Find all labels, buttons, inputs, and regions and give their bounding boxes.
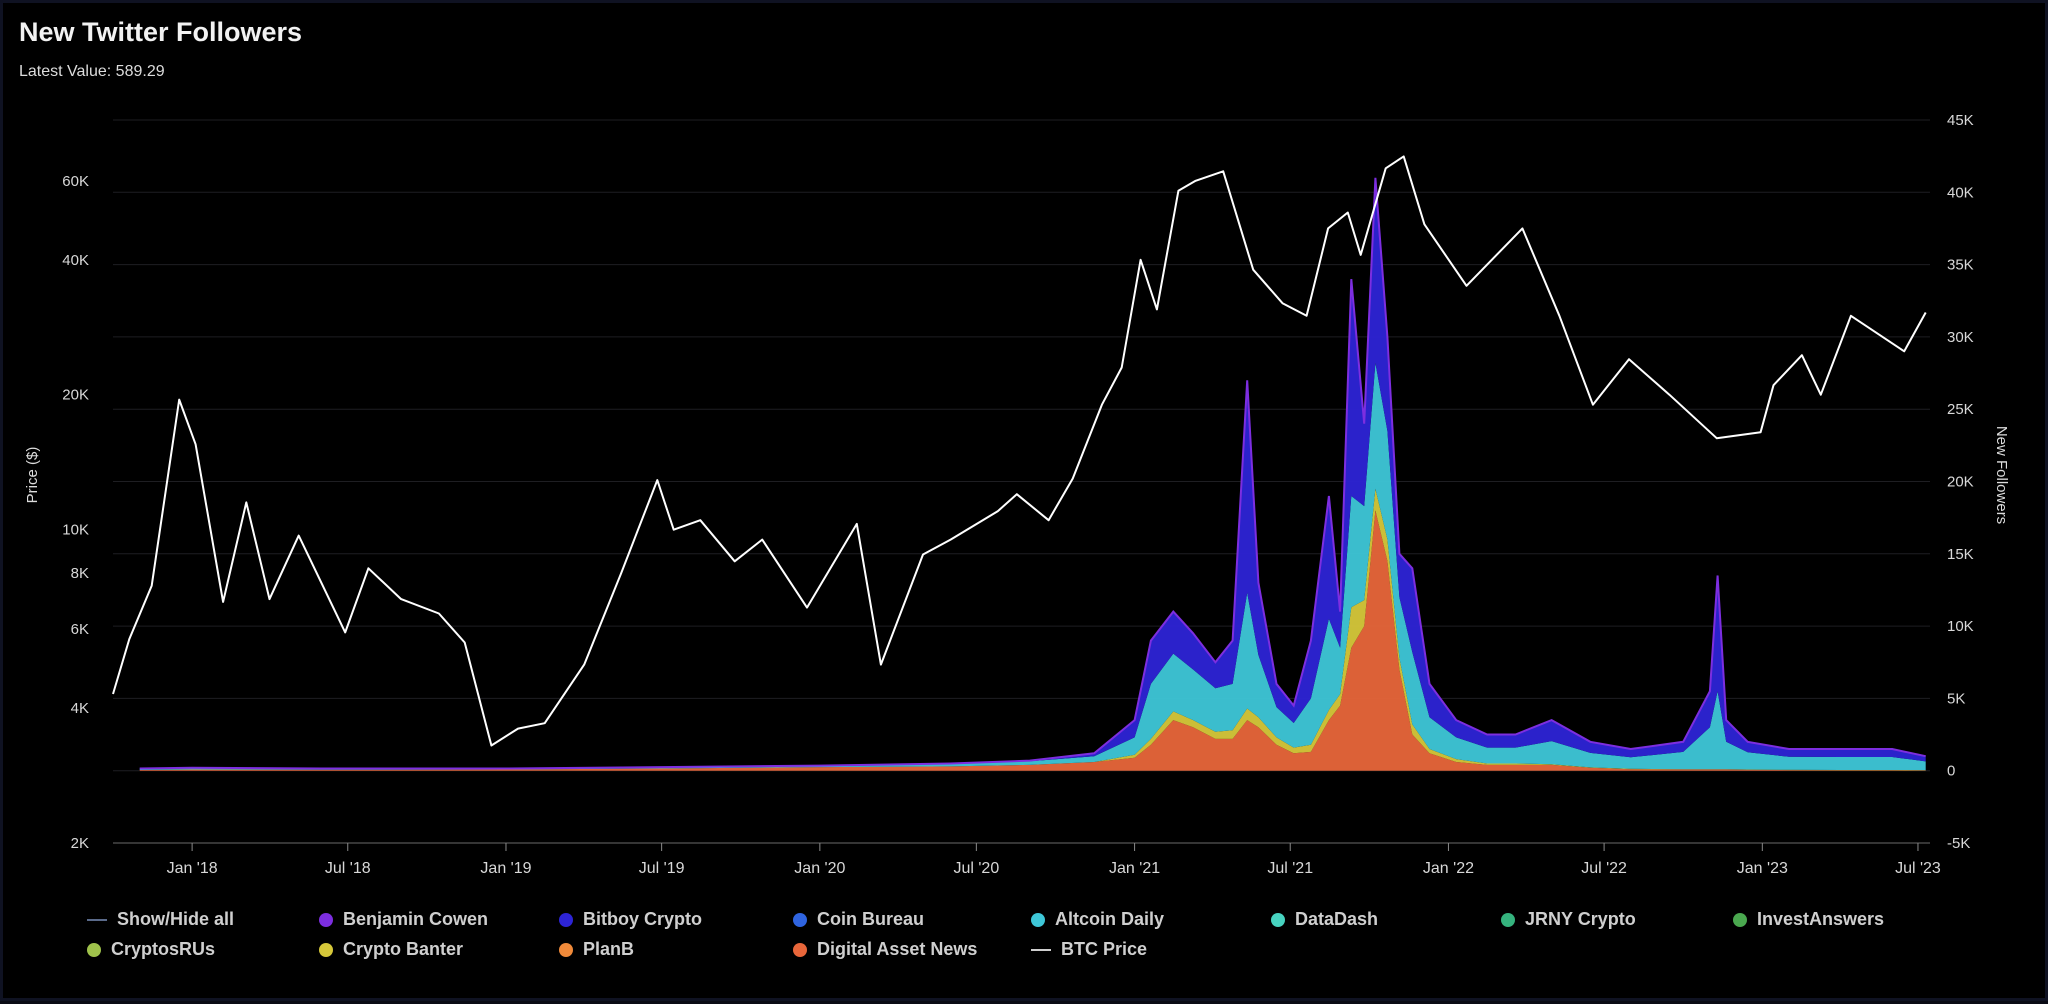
right-tick-label: 15K <box>1947 546 1974 563</box>
legend-item-investanswers[interactable]: InvestAnswers <box>1733 909 1884 930</box>
legend-label: Altcoin Daily <box>1055 909 1165 929</box>
legend-dot-icon <box>1733 912 1747 927</box>
right-tick-label: 45K <box>1947 112 1974 129</box>
y-axis-left-label: Price ($) <box>24 447 41 504</box>
latest-value-label: Latest Value: <box>19 63 112 80</box>
area-digital-asset-news <box>139 510 1926 771</box>
x-tick-label: Jan '23 <box>1737 860 1788 877</box>
right-tick-label: 40K <box>1947 184 1974 201</box>
left-axis: 2K 4K 6K 8K 10K 20K 40K 60K <box>62 173 89 852</box>
right-tick-label: 35K <box>1947 257 1974 274</box>
legend-item-planb[interactable]: PlanB <box>559 939 634 960</box>
legend-dot-icon <box>1271 912 1285 927</box>
legend-item-show-hide-all[interactable]: Show/Hide all <box>87 909 234 930</box>
x-tick-label: Jul '18 <box>325 860 371 877</box>
legend-label: PlanB <box>583 939 635 959</box>
legend-item-datadash[interactable]: DataDash <box>1271 909 1378 930</box>
x-tick-label: Jan '22 <box>1423 860 1474 877</box>
right-tick-label: 25K <box>1947 401 1974 418</box>
legend-item-bitboy-crypto[interactable]: Bitboy Crypto <box>559 909 702 930</box>
legend-item-jrny-crypto[interactable]: JRNY Crypto <box>1501 909 1636 930</box>
legend-item-cryptosrus[interactable]: CryptosRUs <box>87 939 215 960</box>
legend-item-crypto-banter[interactable]: Crypto Banter <box>319 939 463 960</box>
x-tick-label: Jul '23 <box>1895 860 1941 877</box>
chart-title: New Twitter Followers <box>19 17 303 47</box>
legend-label: CryptosRUs <box>111 939 216 959</box>
btc-price-path <box>112 155 1927 747</box>
legend-item-coin-bureau[interactable]: Coin Bureau <box>793 909 924 930</box>
legend-label: InvestAnswers <box>1757 909 1885 929</box>
legend-item-digital-asset-news[interactable]: Digital Asset News <box>793 939 977 960</box>
legend-item-btc-price[interactable]: BTC Price <box>1031 939 1147 960</box>
legend-dot-icon <box>793 912 807 927</box>
x-axis: Jan '18 Jul '18 Jan '19 Jul '19 Jan '20 Jul '… <box>167 843 1941 877</box>
x-tick-label: Jul '20 <box>953 860 999 877</box>
legend-dot-icon <box>559 942 573 957</box>
legend-label: Coin Bureau <box>817 909 925 929</box>
legend-line-icon <box>87 918 107 921</box>
left-tick-label: 2K <box>71 835 89 852</box>
btc-price-line <box>112 155 1927 747</box>
right-tick-label: 20K <box>1947 474 1974 491</box>
latest-value: Latest Value: 589.29 <box>19 63 165 81</box>
x-tick-label: Jan '20 <box>794 860 845 877</box>
x-tick-label: Jan '19 <box>480 860 531 877</box>
left-tick-label: 60K <box>62 173 89 190</box>
left-tick-label: 6K <box>71 621 89 638</box>
x-tick-label: Jul '19 <box>639 860 685 877</box>
legend-label: Crypto Banter <box>343 939 464 959</box>
right-tick-label: -5K <box>1947 835 1970 852</box>
x-tick-label: Jul '22 <box>1581 860 1627 877</box>
area-altcoin-daily <box>139 362 1926 771</box>
legend-dot-icon <box>559 912 573 927</box>
legend-label: Show/Hide all <box>117 909 235 929</box>
area-bitboy-crypto <box>139 177 1926 769</box>
latest-value-number: 589.29 <box>115 63 165 80</box>
legend-label: DataDash <box>1295 909 1379 929</box>
followers-chart[interactable]: Jan '18 Jul '18 Jan '19 Jul '19 Jan '20 Jul '… <box>3 3 2048 1004</box>
legend-label: BTC Price <box>1061 939 1148 959</box>
legend-label: Bitboy Crypto <box>583 909 702 929</box>
legend-item-altcoin-daily[interactable]: Altcoin Daily <box>1031 909 1164 930</box>
left-tick-label: 40K <box>62 252 89 269</box>
legend-dot-icon <box>87 942 101 957</box>
area-benjamin-cowen-edge <box>139 177 1926 770</box>
legend-line-icon <box>1031 948 1051 951</box>
left-tick-label: 10K <box>62 522 89 539</box>
left-tick-label: 4K <box>71 700 89 717</box>
right-tick-label: 30K <box>1947 329 1974 346</box>
legend-dot-icon <box>793 942 807 957</box>
follower-areas <box>139 177 1926 771</box>
x-tick-label: Jan '18 <box>167 860 218 877</box>
legend-dot-icon <box>1501 912 1515 927</box>
y-axis-right-label: New Followers <box>1993 426 2010 524</box>
left-tick-label: 8K <box>71 565 89 582</box>
x-tick-label: Jul '21 <box>1267 860 1313 877</box>
area-crypto-banter <box>139 488 1926 771</box>
left-tick-label: 20K <box>62 387 89 404</box>
legend-dot-icon <box>1031 912 1045 927</box>
legend-label: Benjamin Cowen <box>343 909 489 929</box>
right-tick-label: 5K <box>1947 690 1965 707</box>
legend-label: JRNY Crypto <box>1525 909 1636 929</box>
x-tick-label: Jan '21 <box>1109 860 1160 877</box>
right-tick-label: 0 <box>1947 763 1955 780</box>
right-axis: -5K 0 5K 10K 15K 20K 25K 30K 35K 40K 45K <box>1947 112 1974 852</box>
right-tick-label: 10K <box>1947 618 1974 635</box>
legend-item-benjamin-cowen[interactable]: Benjamin Cowen <box>319 909 488 930</box>
legend-dot-icon <box>319 912 333 927</box>
grid-lines <box>113 119 1930 844</box>
legend-label: Digital Asset News <box>817 939 978 959</box>
legend-dot-icon <box>319 942 333 957</box>
